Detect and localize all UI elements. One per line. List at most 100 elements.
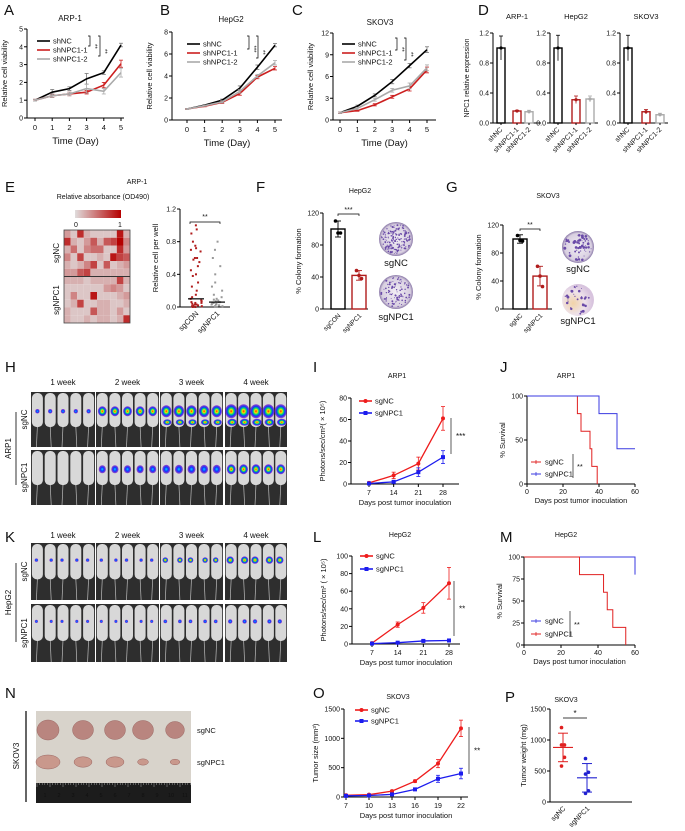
mouse-tail	[279, 639, 282, 663]
mouse-tail	[268, 578, 270, 601]
y-tick-label: 6	[325, 74, 329, 81]
colony-dot	[396, 296, 399, 299]
mouse-body	[57, 544, 69, 580]
luminescence-signal	[227, 418, 237, 426]
mouse-tail	[36, 639, 38, 663]
heatmap-cell	[70, 230, 78, 238]
luminescence-signal	[277, 418, 287, 426]
data-point	[216, 240, 219, 243]
colony-dot	[577, 256, 580, 258]
tumor	[35, 754, 61, 770]
data-point	[214, 273, 217, 276]
colony-dot	[580, 250, 582, 252]
colony-dot	[400, 249, 402, 251]
chart-title: ARP-1	[506, 12, 528, 21]
heatmap-cell	[123, 253, 130, 261]
data-point	[194, 303, 197, 306]
heatmap-cell	[64, 237, 71, 246]
heatmap-cell	[116, 245, 124, 254]
luminescence-signal	[97, 406, 107, 417]
colony-dot	[402, 296, 404, 298]
luminescence-signal	[49, 558, 53, 562]
colony-dot	[404, 231, 406, 233]
x-tick-label: 1	[50, 123, 54, 132]
x-tick-label: 4	[408, 125, 412, 134]
heatmap-cell	[103, 261, 111, 269]
y-tick-label: 20	[340, 624, 348, 631]
data-point	[515, 109, 519, 113]
legend-label: sgNC	[371, 706, 390, 715]
colony-dot	[391, 302, 394, 305]
mouse-tail	[100, 639, 103, 663]
colony-dot	[574, 250, 577, 253]
colony-dot	[401, 281, 403, 283]
mouse-tail	[49, 426, 52, 448]
legend-label: sgNPC1	[545, 470, 573, 479]
data-point	[336, 231, 340, 235]
y-tick-label: 0	[542, 800, 546, 807]
heatmap-cell	[83, 276, 91, 285]
colony-dot	[403, 238, 406, 240]
luminescence-signal	[123, 406, 132, 417]
heatmap-cell	[64, 253, 71, 261]
colony-dot	[387, 283, 389, 286]
colony-dot	[396, 278, 399, 281]
y-tick-label: 20	[339, 460, 347, 467]
colony-dot	[581, 240, 583, 242]
data-point	[447, 638, 451, 643]
data-point	[200, 301, 203, 304]
ruler	[36, 783, 191, 803]
panel-label: A	[4, 2, 14, 19]
x-tick-label: 0	[33, 123, 37, 132]
colony-dot	[393, 248, 395, 250]
x-tick-label: 7	[344, 803, 348, 810]
colony-dot	[385, 239, 387, 241]
mouse-tail	[126, 639, 128, 663]
data-point	[212, 301, 215, 304]
x-axis-label: Days post tumor inoculation	[359, 498, 452, 507]
x-tick-label: 60	[631, 489, 639, 496]
mouse-tail	[190, 639, 192, 663]
colony-dot	[574, 295, 576, 298]
data-point	[354, 268, 359, 273]
data-point	[195, 228, 198, 231]
y-tick-label: 3	[325, 96, 329, 103]
colony-dot	[567, 239, 570, 242]
luminescence-signal	[175, 419, 185, 426]
colony-dot	[393, 230, 395, 233]
heatmap-cell	[123, 315, 130, 323]
series-line-sgNC	[345, 728, 462, 796]
heatmap-cell	[90, 299, 97, 308]
mouse-tail	[151, 639, 154, 663]
mouse-tail	[114, 578, 117, 601]
colony-dot	[390, 232, 392, 234]
colony-dot	[583, 238, 586, 240]
heatmap-cell	[70, 292, 78, 300]
data-point	[421, 605, 426, 610]
y-tick-label: 0.8	[536, 61, 546, 68]
mouse-tail	[61, 426, 64, 448]
colony-dot	[570, 289, 574, 293]
mouse-body	[31, 544, 43, 580]
y-tick-label: 3	[19, 62, 23, 69]
mouse-body	[96, 544, 108, 580]
colony-dot	[395, 236, 396, 238]
colony-dot	[391, 305, 394, 307]
colony-dot	[397, 296, 399, 298]
series-line-shNPC1-2	[34, 72, 122, 101]
ruler-mark: 7	[127, 793, 130, 799]
week-label: 2 week	[115, 378, 141, 387]
legend-label: shNC	[358, 40, 377, 49]
x-tick-label: 4	[102, 123, 106, 132]
colony-dot	[382, 230, 385, 232]
colony-dot	[404, 301, 406, 304]
legend-label: sgNPC1	[375, 409, 403, 418]
colony-dot	[590, 248, 592, 250]
data-point	[195, 303, 198, 306]
x-tick-label: 5	[119, 123, 123, 132]
chart-title: HepG2	[555, 532, 577, 539]
colony-dot	[386, 228, 388, 230]
mouse-tail	[126, 426, 128, 448]
colony-dot	[391, 246, 393, 248]
y-tick-label: 12	[321, 31, 329, 38]
